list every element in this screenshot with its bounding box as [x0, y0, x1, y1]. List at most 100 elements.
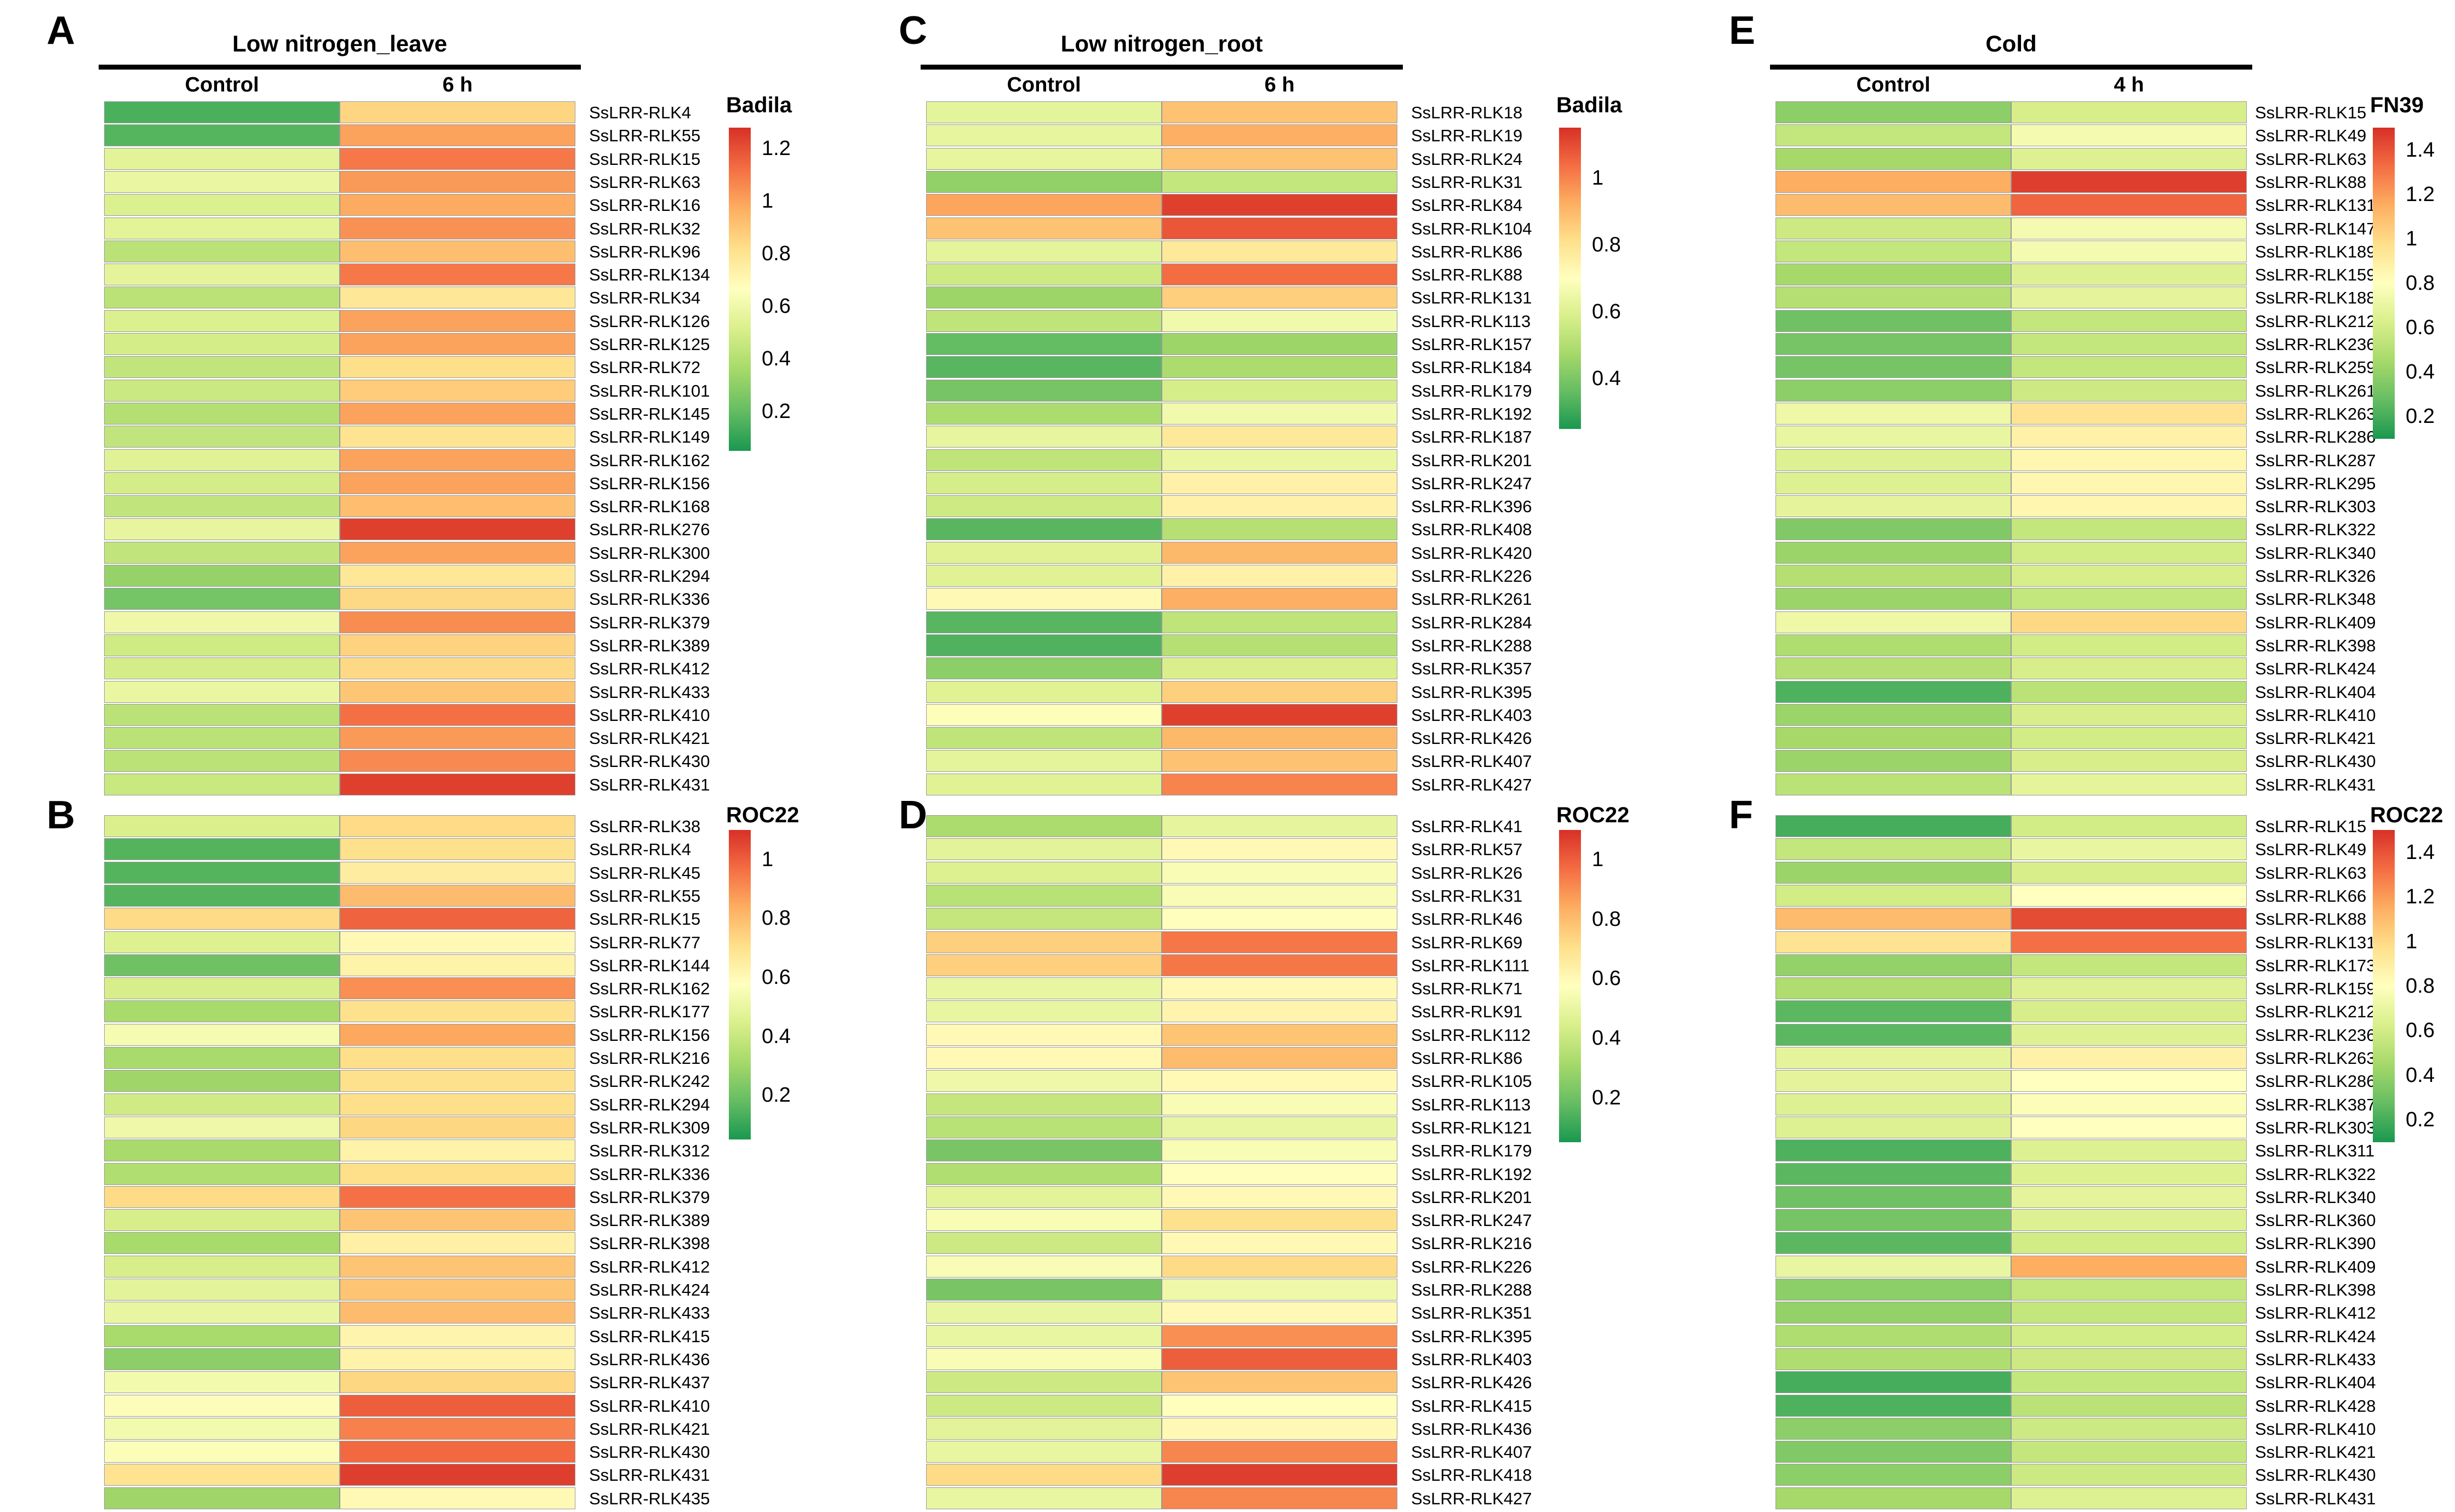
heatmap-cell-treatment [1162, 1116, 1397, 1138]
heatmap-row [104, 333, 575, 355]
heatmap-cell-treatment [2011, 1000, 2247, 1022]
colorbar-tick-label: 0.4 [2406, 1064, 2435, 1087]
heatmap-cell-treatment [2011, 240, 2247, 262]
gene-label: SsLRR-RLK55 [589, 886, 701, 906]
heatmap-cell-control [926, 356, 1162, 378]
heatmap-row [1775, 704, 2247, 726]
heatmap-cell-treatment [340, 954, 575, 976]
heatmap-row [926, 194, 1397, 216]
gene-label: SsLRR-RLK41 [1411, 817, 1523, 836]
heatmap-cell-control [926, 1279, 1162, 1301]
colorbar-tick-label: 0.6 [762, 966, 791, 989]
heatmap-row [104, 518, 575, 540]
heatmap-cell-treatment [340, 1047, 575, 1069]
heatmap-cell-treatment [1162, 333, 1397, 355]
gene-label: SsLRR-RLK287 [2255, 451, 2376, 470]
heatmap-cell-treatment [1162, 171, 1397, 193]
heatmap-row [926, 1186, 1397, 1208]
colorbar-tick-label: 1 [2406, 227, 2418, 250]
heatmap-row [104, 240, 575, 262]
heatmap-row [104, 472, 575, 494]
gene-label: SsLRR-RLK396 [1411, 497, 1532, 516]
heatmap-cell-treatment [2011, 885, 2247, 907]
gene-label: SsLRR-RLK426 [1411, 1373, 1532, 1392]
heatmap-row [104, 1047, 575, 1069]
colorbar-tick-label: 1 [1592, 167, 1604, 190]
gene-label: SsLRR-RLK49 [2255, 126, 2367, 145]
heatmap-row [1775, 1163, 2247, 1185]
heatmap-cell-treatment [1162, 148, 1397, 170]
heatmap-cell-treatment [2011, 194, 2247, 216]
heatmap-cell-treatment [1162, 264, 1397, 285]
heatmap-cell-treatment [1162, 240, 1397, 262]
heatmap-cell-control [1775, 634, 2011, 656]
heatmap-cell-treatment [1162, 1232, 1397, 1254]
heatmap-row [104, 287, 575, 308]
colorbar-tick-label: 0.6 [1592, 967, 1621, 990]
gene-label: SsLRR-RLK398 [589, 1234, 710, 1253]
gene-label: SsLRR-RLK159 [2255, 265, 2376, 284]
heatmap-cell-control [104, 1093, 340, 1115]
heatmap-cell-control [1775, 1000, 2011, 1022]
gene-label: SsLRR-RLK263 [2255, 1049, 2376, 1068]
gene-label: SsLRR-RLK162 [589, 451, 710, 470]
heatmap-row [926, 217, 1397, 239]
heatmap-cell-control [1775, 1047, 2011, 1069]
heatmap-cell-control [926, 908, 1162, 930]
heatmap-row [1775, 908, 2247, 930]
heatmap-row [104, 727, 575, 749]
heatmap-row [926, 1256, 1397, 1278]
heatmap-row [104, 838, 575, 860]
heatmap-cell-treatment [2011, 1116, 2247, 1138]
heatmap-row [1775, 148, 2247, 170]
heatmap-row [104, 565, 575, 587]
heatmap-cell-control [104, 1047, 340, 1069]
heatmap-cell-control [1775, 101, 2011, 123]
gene-label: SsLRR-RLK263 [2255, 404, 2376, 423]
heatmap-row [926, 380, 1397, 402]
heatmap-cell-control [104, 1186, 340, 1208]
heatmap-cell-treatment [2011, 426, 2247, 448]
colorbar-tick-label: 0.2 [2406, 405, 2435, 428]
heatmap-cell-control [104, 954, 340, 976]
gene-label: SsLRR-RLK436 [1411, 1419, 1532, 1439]
gene-label: SsLRR-RLK236 [2255, 335, 2376, 354]
heatmap-row [926, 148, 1397, 170]
heatmap-cell-treatment [2011, 1279, 2247, 1301]
heatmap-cell-control [926, 148, 1162, 170]
heatmap-cell-control [926, 171, 1162, 193]
heatmap-cell-control [104, 774, 340, 795]
heatmap-cell-control [104, 565, 340, 587]
heatmap-cell-control [1775, 727, 2011, 749]
heatmap-cell-control [104, 1139, 340, 1161]
heatmap-cell-control [104, 101, 340, 123]
heatmap-row [104, 171, 575, 193]
colorbar-tick-label: 0.2 [762, 400, 791, 423]
heatmap-row [1775, 310, 2247, 332]
heatmap-cell-control [926, 240, 1162, 262]
heatmap-row [104, 862, 575, 884]
heatmap-cell-treatment [340, 1139, 575, 1161]
heatmap-row [1775, 1279, 2247, 1301]
heatmap-cell-treatment [340, 240, 575, 262]
gene-label: SsLRR-RLK379 [589, 1188, 710, 1207]
heatmap-cell-control [926, 518, 1162, 540]
heatmap-cell-treatment [1162, 542, 1397, 564]
gene-label: SsLRR-RLK433 [589, 683, 710, 702]
heatmap-cell-treatment [2011, 148, 2247, 170]
panel-label: D [899, 793, 927, 837]
heatmap-cell-control [926, 333, 1162, 355]
heatmap-cell-treatment [340, 750, 575, 772]
heatmap-cell-control [926, 1000, 1162, 1022]
heatmap-row [926, 356, 1397, 378]
heatmap-row [926, 1325, 1397, 1347]
gene-label: SsLRR-RLK32 [589, 219, 701, 238]
heatmap-cell-treatment [2011, 838, 2247, 860]
gene-label: SsLRR-RLK192 [1411, 404, 1532, 423]
heatmap-cell-treatment [2011, 1464, 2247, 1486]
panel-label: B [47, 793, 75, 837]
heatmap-cell-control [104, 815, 340, 837]
heatmap-row [104, 1464, 575, 1486]
heatmap-cell-treatment [2011, 1163, 2247, 1185]
heatmap-row [1775, 356, 2247, 378]
